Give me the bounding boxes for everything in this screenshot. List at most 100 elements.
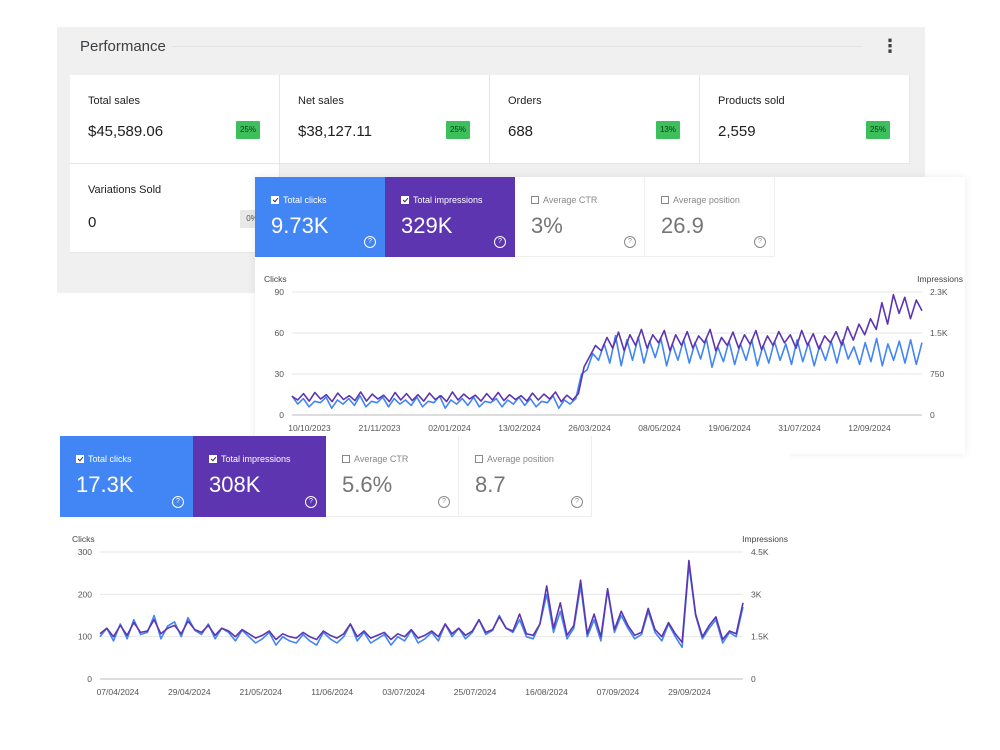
checkbox-unchecked-icon[interactable] (661, 196, 669, 204)
average-position-tile[interactable]: Average position 8.7 ? (459, 436, 592, 517)
average-ctr-tile[interactable]: Average CTR 5.6% ? (326, 436, 459, 517)
x-tick-label: 21/11/2023 (359, 423, 401, 433)
x-tick-label: 25/07/2024 (454, 687, 497, 697)
x-tick-label: 26/03/2024 (568, 423, 611, 433)
y2-tick-label: 0 (751, 674, 756, 684)
metric-card-variations-sold[interactable]: Variations Sold 0 0% (70, 164, 280, 253)
y2-tick-label: 2.3K (930, 287, 948, 297)
metric-value: 26.9 (661, 213, 704, 238)
y-tick-label: 0 (279, 410, 284, 420)
metric-value: 9.73K (271, 213, 329, 238)
total-impressions-tile[interactable]: Total impressions 329K ? (385, 177, 515, 257)
metric-label: Average position (487, 454, 554, 464)
left-axis-title: Clicks (264, 274, 287, 284)
total-clicks-tile[interactable]: Total clicks 9.73K ? (255, 177, 385, 257)
y2-tick-label: 0 (930, 410, 935, 420)
impressions-series-line (291, 293, 923, 403)
card-value: 0 (88, 214, 97, 231)
y-tick-label: 200 (78, 589, 92, 599)
right-axis-title: Impressions (742, 534, 788, 544)
x-tick-label: 03/07/2024 (382, 687, 425, 697)
y-tick-label: 100 (78, 632, 92, 642)
card-value: $45,589.06 (88, 123, 164, 140)
metric-card-products-sold[interactable]: Products sold 2,559 25% (700, 75, 910, 164)
x-tick-label: 07/04/2024 (97, 687, 140, 697)
clicks-impressions-chart-1: Clicks Impressions 0 0 30 750 60 1.5K 90 2.3K 10/1… (264, 274, 963, 433)
help-icon[interactable]: ? (172, 496, 184, 508)
performance-title: Performance (80, 38, 166, 55)
x-tick-label: 10/10/2023 (288, 423, 331, 433)
checkbox-unchecked-icon[interactable] (531, 196, 539, 204)
change-badge: 25% (446, 121, 470, 139)
clicks-impressions-chart-2: Clicks Impressions 0 0 100 1.5K 200 3K 300 4.5K 07… (72, 534, 788, 697)
metric-label: Total impressions (413, 195, 483, 205)
metric-label: Total impressions (221, 454, 291, 464)
y2-tick-label: 1.5K (751, 632, 769, 642)
help-icon[interactable]: ? (364, 236, 376, 248)
y-tick-label: 90 (275, 287, 285, 297)
total-impressions-tile[interactable]: Total impressions 308K ? (193, 436, 326, 517)
y-tick-label: 60 (275, 328, 285, 338)
card-value: 688 (508, 123, 534, 140)
metric-label: Total clicks (88, 454, 132, 464)
change-badge: 25% (866, 121, 890, 139)
card-label: Total sales (88, 95, 140, 107)
metric-label: Average CTR (354, 454, 409, 464)
y2-tick-label: 750 (930, 369, 944, 379)
average-position-tile[interactable]: Average position 26.9 ? (645, 177, 775, 257)
y2-tick-label: 1.5K (930, 328, 948, 338)
x-tick-label: 16/08/2024 (525, 687, 568, 697)
x-tick-label: 13/02/2024 (498, 423, 541, 433)
metric-value: 5.6% (342, 472, 393, 497)
x-tick-label: 31/07/2024 (778, 423, 821, 433)
metric-label: Average position (673, 195, 740, 205)
x-tick-label: 29/09/2024 (668, 687, 711, 697)
metric-card-total-sales[interactable]: Total sales $45,589.06 25% (70, 75, 280, 164)
checkbox-unchecked-icon[interactable] (342, 455, 350, 463)
y-tick-label: 0 (87, 674, 92, 684)
help-icon[interactable]: ? (494, 236, 506, 248)
help-icon[interactable]: ? (571, 496, 583, 508)
checkbox-checked-icon[interactable] (401, 196, 409, 204)
metric-value: 329K (401, 213, 453, 238)
impressions-series-line (99, 559, 744, 644)
metric-card-net-sales[interactable]: Net sales $38,127.11 25% (280, 75, 490, 164)
x-tick-label: 21/05/2024 (239, 687, 282, 697)
help-icon[interactable]: ? (305, 496, 317, 508)
checkbox-checked-icon[interactable] (271, 196, 279, 204)
metric-value: 8.7 (475, 472, 506, 497)
card-value: 2,559 (718, 123, 756, 140)
clicks-series-line (291, 334, 923, 409)
change-badge: 25% (236, 121, 260, 139)
card-label: Products sold (718, 95, 785, 107)
card-label: Orders (508, 95, 542, 107)
card-label: Net sales (298, 95, 344, 107)
y-tick-label: 30 (275, 369, 285, 379)
checkbox-unchecked-icon[interactable] (475, 455, 483, 463)
help-icon[interactable]: ? (438, 496, 450, 508)
x-tick-label: 08/05/2024 (638, 423, 681, 433)
x-tick-label: 12/09/2024 (848, 423, 891, 433)
y2-tick-label: 4.5K (751, 547, 769, 557)
x-tick-label: 02/01/2024 (428, 423, 471, 433)
x-tick-label: 07/09/2024 (597, 687, 640, 697)
metric-value: 308K (209, 472, 261, 497)
total-clicks-tile[interactable]: Total clicks 17.3K ? (60, 436, 193, 517)
x-tick-label: 11/06/2024 (311, 687, 353, 697)
card-label: Variations Sold (88, 184, 162, 196)
change-badge: 13% (656, 121, 680, 139)
metric-card-orders[interactable]: Orders 688 13% (490, 75, 700, 164)
help-icon[interactable]: ? (624, 236, 636, 248)
help-icon[interactable]: ? (754, 236, 766, 248)
checkbox-checked-icon[interactable] (76, 455, 84, 463)
average-ctr-tile[interactable]: Average CTR 3% ? (515, 177, 645, 257)
checkbox-checked-icon[interactable] (209, 455, 217, 463)
x-tick-label: 29/04/2024 (168, 687, 211, 697)
clicks-series-line (99, 563, 744, 649)
y-tick-label: 300 (78, 547, 92, 557)
metric-label: Total clicks (283, 195, 327, 205)
right-axis-title: Impressions (917, 274, 963, 284)
more-options-icon[interactable]: ⋮ (881, 36, 899, 56)
left-axis-title: Clicks (72, 534, 95, 544)
title-divider (172, 46, 862, 47)
